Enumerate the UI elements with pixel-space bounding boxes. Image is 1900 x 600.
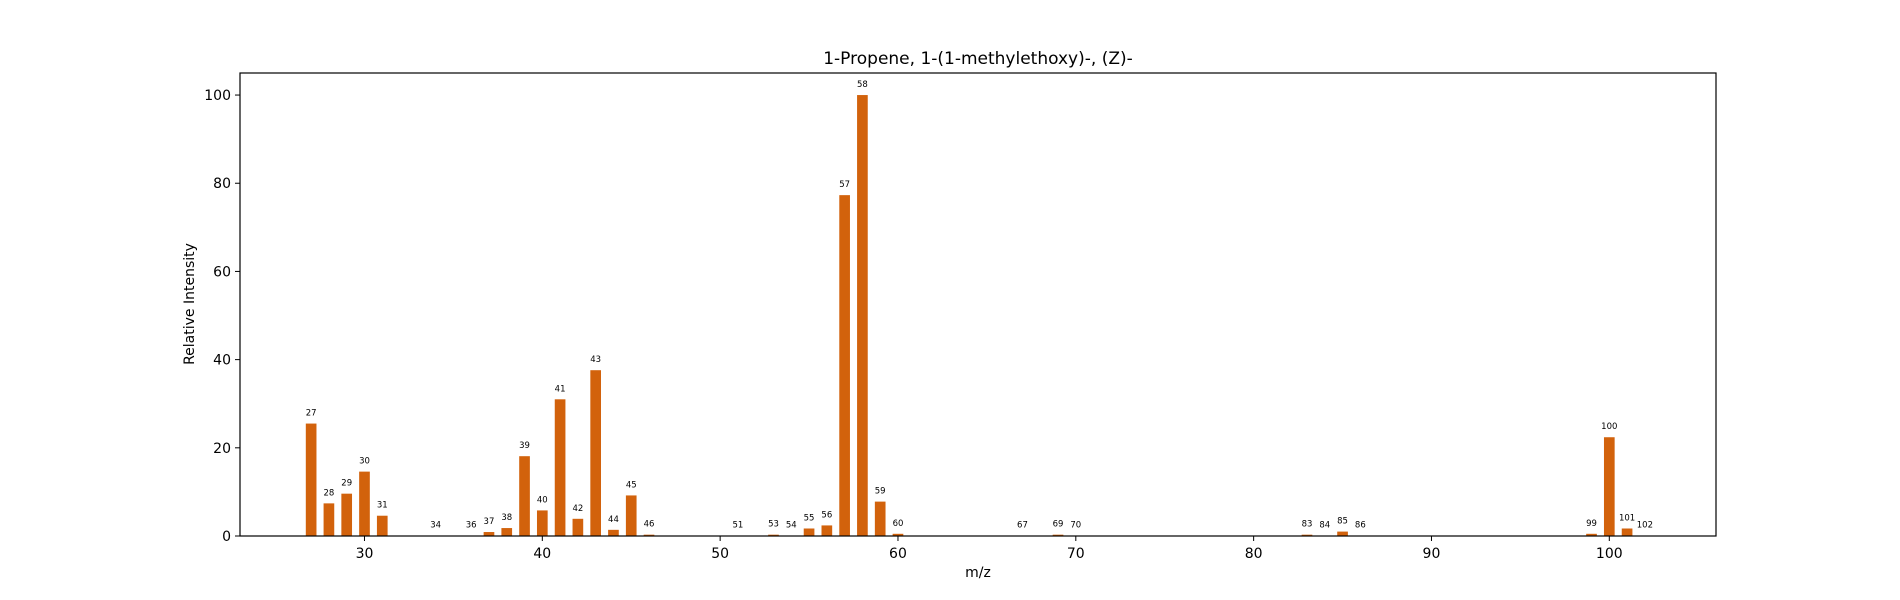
bar-mz-42 <box>572 518 584 536</box>
bar-label-mz-34: 34 <box>430 521 441 531</box>
bar-label-mz-46: 46 <box>644 520 655 530</box>
bar-mz-99 <box>1586 533 1597 536</box>
bar-label-mz-85: 85 <box>1337 517 1348 527</box>
bar-label-mz-56: 56 <box>821 510 832 520</box>
bar-label-mz-101: 101 <box>1619 514 1635 524</box>
x-tick-label: 80 <box>1245 546 1263 562</box>
bar-mz-28 <box>323 503 335 536</box>
bar-mz-29 <box>341 493 353 536</box>
bar-label-mz-58: 58 <box>857 80 868 90</box>
x-tick-label: 100 <box>1596 546 1623 562</box>
bar-mz-40 <box>536 510 548 536</box>
bar-label-mz-53: 53 <box>768 520 779 530</box>
bar-mz-100 <box>1603 437 1615 536</box>
bars-group <box>305 95 1651 537</box>
bar-mz-38 <box>501 528 513 536</box>
bar-mz-60 <box>892 533 904 536</box>
bar-label-mz-54: 54 <box>786 521 797 531</box>
bar-label-mz-51: 51 <box>733 521 744 531</box>
bar-mz-83 <box>1301 534 1313 536</box>
bar-label-mz-30: 30 <box>359 457 370 467</box>
chart-title: 1-Propene, 1-(1-methylethoxy)-, (Z)- <box>823 49 1133 69</box>
x-tick-label: 40 <box>533 546 551 562</box>
bar-label-mz-39: 39 <box>519 441 530 451</box>
bar-mz-27 <box>305 423 317 536</box>
bar-label-mz-28: 28 <box>324 488 335 498</box>
bar-label-mz-86: 86 <box>1355 521 1366 531</box>
x-tick-label: 30 <box>356 546 374 562</box>
bar-mz-59 <box>874 501 886 536</box>
bar-label-mz-60: 60 <box>893 519 904 529</box>
plot-frame <box>239 72 1717 537</box>
bar-mz-85 <box>1337 531 1348 536</box>
bar-label-mz-41: 41 <box>555 384 566 394</box>
bar-label-mz-38: 38 <box>501 513 512 523</box>
bar-mz-44 <box>608 529 619 536</box>
x-tick-label: 60 <box>889 546 907 562</box>
x-tick-label: 70 <box>1067 546 1085 562</box>
y-tick-label: 100 <box>204 88 231 104</box>
bar-label-mz-102: 102 <box>1637 521 1653 531</box>
bar-label-mz-27: 27 <box>306 409 317 419</box>
bar-mz-101 <box>1621 528 1633 536</box>
bar-label-mz-69: 69 <box>1053 520 1064 530</box>
x-axis-ticks: 30 40 50 60 70 80 90 100 <box>356 536 1623 562</box>
bar-mz-55 <box>803 528 815 536</box>
bar-mz-43 <box>590 370 601 536</box>
bar-mz-56 <box>821 525 833 536</box>
bar-mz-57 <box>839 195 850 536</box>
bar-label-mz-43: 43 <box>590 355 601 365</box>
y-tick-label: 0 <box>222 529 231 545</box>
bar-mz-31 <box>376 515 388 536</box>
bar-mz-41 <box>554 399 566 536</box>
bar-label-mz-36: 36 <box>466 521 477 531</box>
x-tick-label: 90 <box>1423 546 1441 562</box>
bar-label-mz-55: 55 <box>804 514 815 524</box>
bar-labels-group: 27 28 29 30 31 34 36 37 38 39 40 41 42 43 44 45 46 51 53 54… <box>306 80 1653 531</box>
bar-label-mz-29: 29 <box>341 479 352 489</box>
bar-label-mz-57: 57 <box>839 180 850 190</box>
y-tick-label: 60 <box>213 264 231 280</box>
bar-mz-37 <box>483 532 495 536</box>
y-axis-title: Relative Intensity <box>182 243 198 365</box>
bar-label-mz-37: 37 <box>484 517 495 527</box>
bar-mz-46 <box>643 534 655 536</box>
bar-mz-39 <box>519 456 530 536</box>
bar-label-mz-100: 100 <box>1601 422 1617 432</box>
bar-label-mz-99: 99 <box>1586 519 1597 529</box>
bar-mz-58 <box>857 95 868 537</box>
bar-label-mz-59: 59 <box>875 487 886 497</box>
bar-label-mz-40: 40 <box>537 495 548 505</box>
bar-mz-30 <box>359 471 370 536</box>
bar-label-mz-31: 31 <box>377 501 388 511</box>
bar-label-mz-44: 44 <box>608 515 619 525</box>
x-tick-label: 50 <box>711 546 729 562</box>
y-tick-label: 20 <box>213 441 231 457</box>
bar-label-mz-70: 70 <box>1070 521 1081 531</box>
bar-mz-69 <box>1052 534 1064 536</box>
bar-label-mz-42: 42 <box>572 504 583 514</box>
bar-label-mz-67: 67 <box>1017 521 1028 531</box>
bar-label-mz-83: 83 <box>1302 520 1313 530</box>
bar-label-mz-45: 45 <box>626 480 637 490</box>
y-tick-label: 40 <box>213 353 231 369</box>
bar-mz-45 <box>625 495 637 536</box>
y-axis-ticks: 0 20 40 60 80 100 <box>204 88 240 545</box>
x-axis-title: m/z <box>965 565 991 581</box>
y-tick-label: 80 <box>213 176 231 192</box>
bar-mz-53 <box>768 534 779 536</box>
bar-label-mz-84: 84 <box>1319 521 1330 531</box>
